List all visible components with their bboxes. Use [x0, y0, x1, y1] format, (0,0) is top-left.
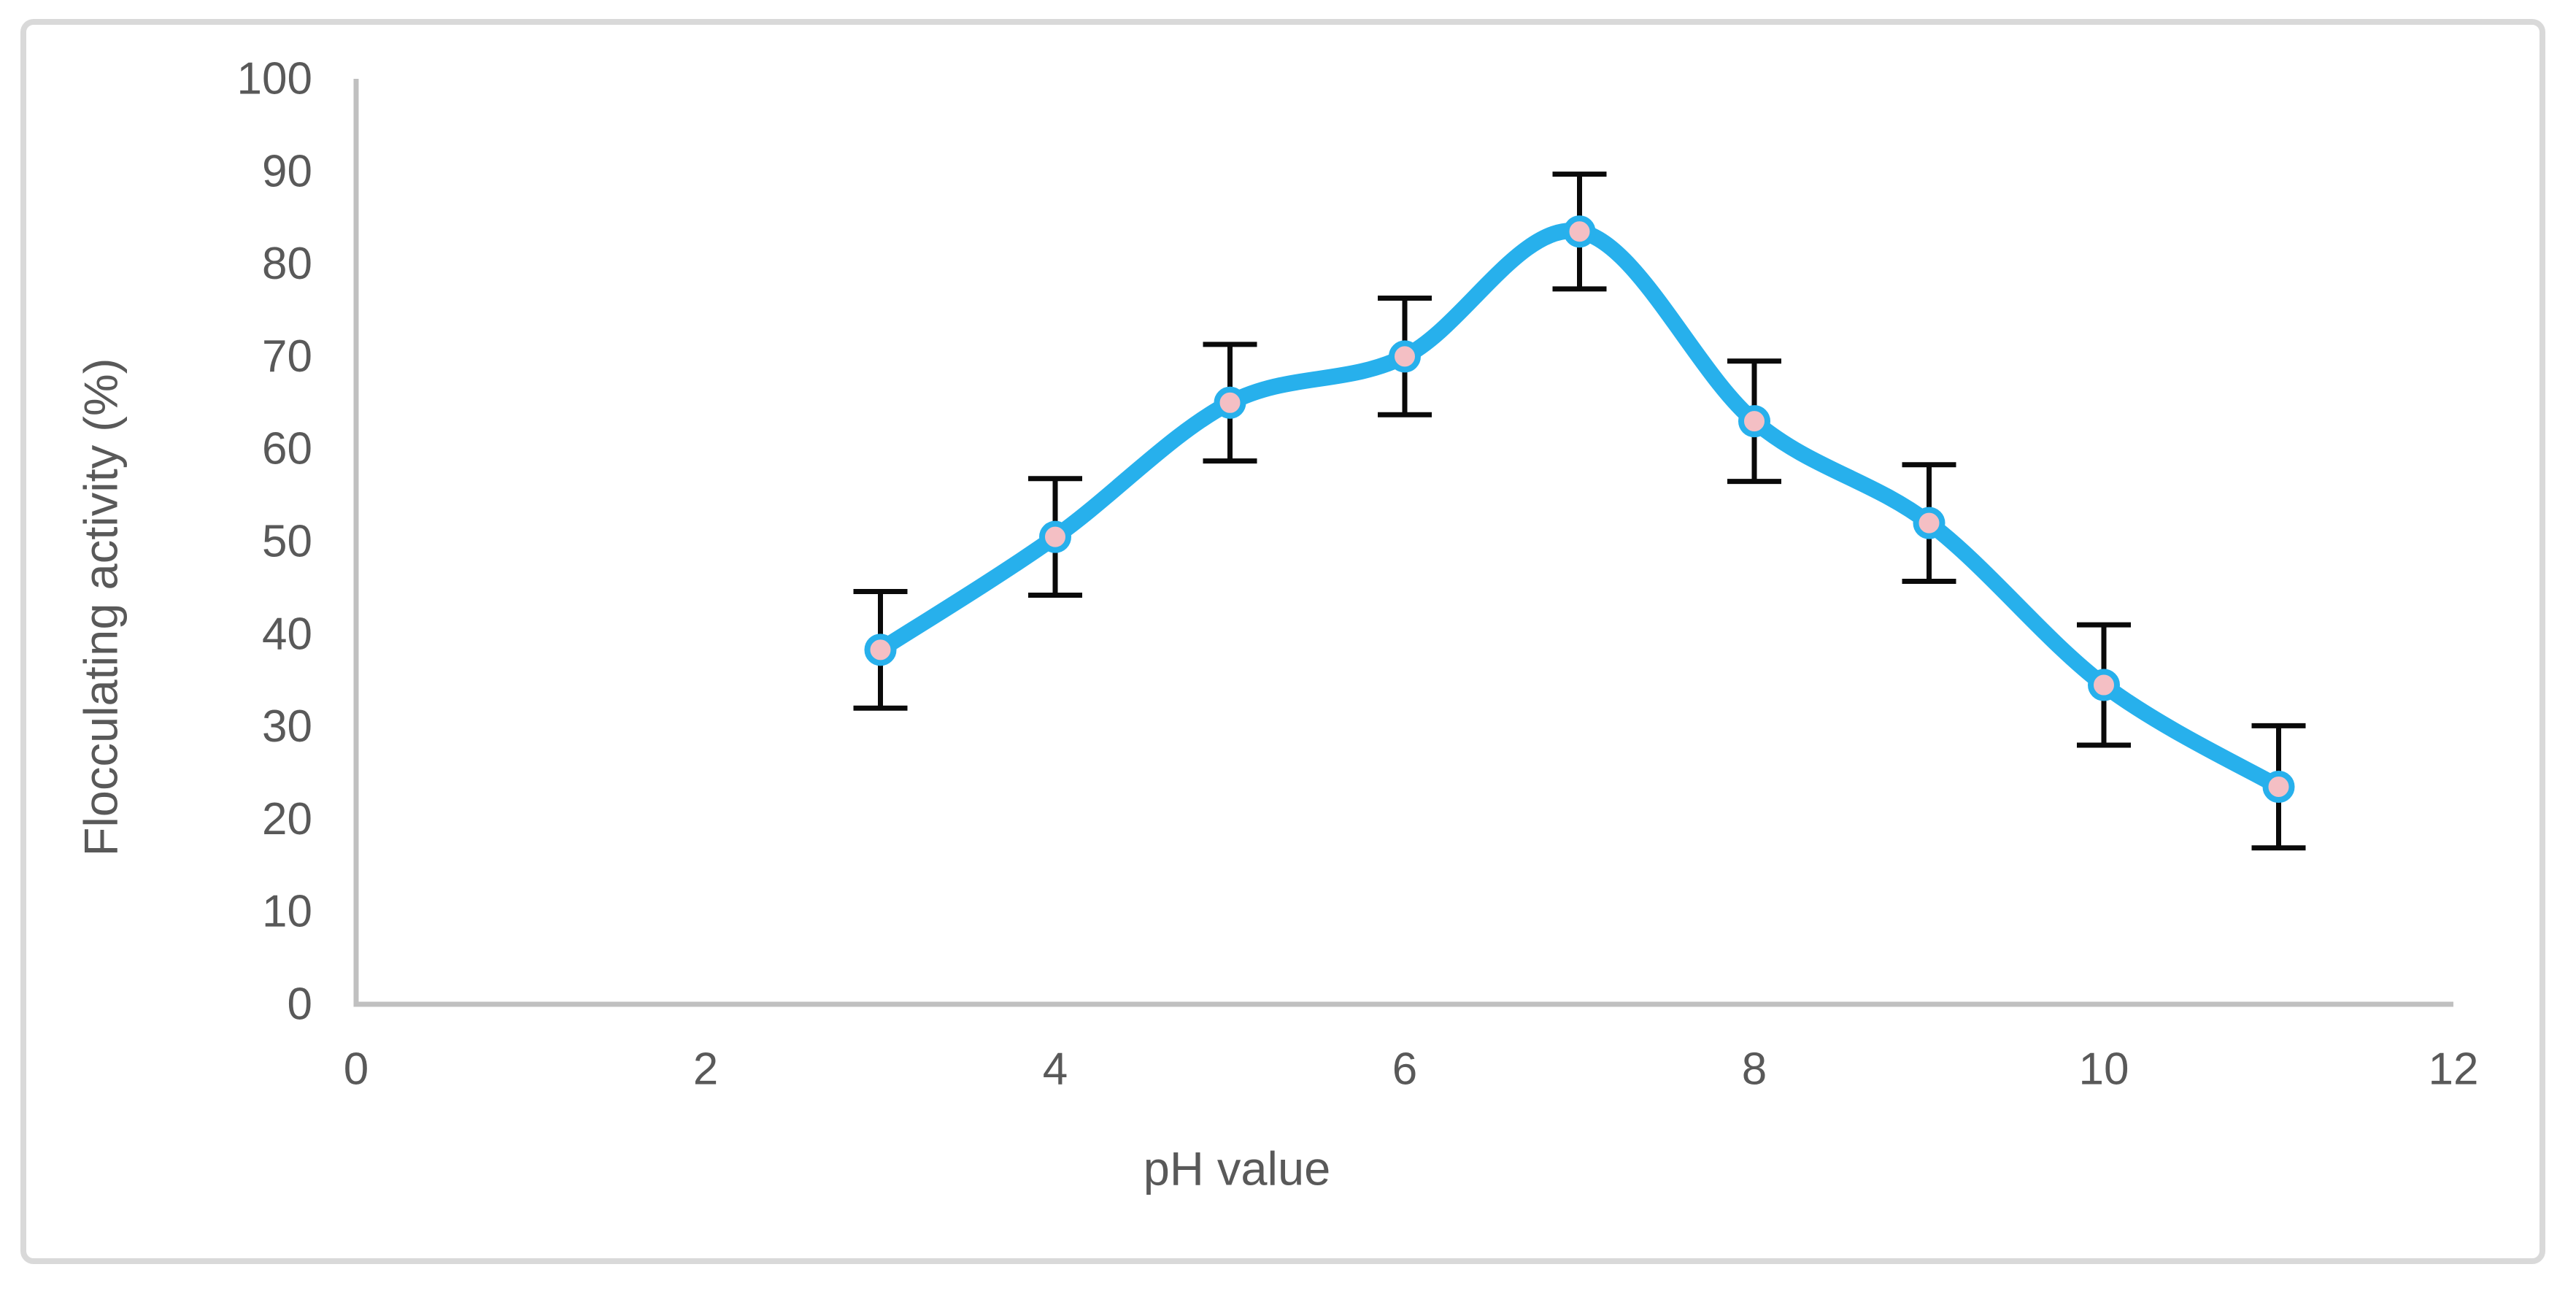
- chart-outer-border: [20, 19, 2545, 1264]
- data-marker: [1738, 405, 1770, 438]
- data-markers: [864, 215, 2295, 804]
- y-tick-label: 90: [262, 146, 312, 196]
- x-axis-title: pH value: [1143, 1141, 1331, 1195]
- data-marker: [2262, 771, 2295, 804]
- error-bars: [853, 172, 2306, 851]
- data-marker: [1214, 386, 1246, 419]
- tick-labels: 0 10 20 30 40 50 60 70 80 90 100 0 2 4 6 8 10 12: [237, 54, 2479, 1095]
- y-tick-label: 30: [262, 701, 312, 752]
- x-tick-label: 6: [1392, 1044, 1417, 1095]
- series-line: [872, 223, 2287, 796]
- y-tick-label: 100: [237, 54, 312, 104]
- y-tick-label: 40: [262, 609, 312, 659]
- data-marker: [2088, 669, 2120, 701]
- x-tick-label: 2: [693, 1044, 718, 1095]
- x-tick-label: 8: [1742, 1044, 1767, 1095]
- y-tick-label: 70: [262, 331, 312, 382]
- data-marker: [1389, 340, 1421, 373]
- x-tick-label: 12: [2429, 1044, 2479, 1095]
- data-marker: [1913, 507, 1946, 539]
- x-tick-label: 10: [2079, 1044, 2129, 1095]
- y-tick-label: 50: [262, 517, 312, 567]
- data-marker: [1039, 520, 1071, 553]
- series-line-group: [872, 223, 2287, 796]
- y-tick-label: 10: [262, 887, 312, 937]
- data-marker: [1563, 215, 1596, 248]
- x-tick-label: 0: [344, 1044, 369, 1095]
- axes: [353, 79, 2453, 1007]
- y-tick-label: 0: [288, 979, 312, 1030]
- x-tick-label: 4: [1043, 1044, 1068, 1095]
- data-marker: [864, 633, 897, 666]
- y-tick-label: 80: [262, 239, 312, 289]
- y-tick-label: 60: [262, 424, 312, 474]
- y-axis-title: Flocculating activity (%): [74, 358, 128, 857]
- y-tick-label: 20: [262, 794, 312, 844]
